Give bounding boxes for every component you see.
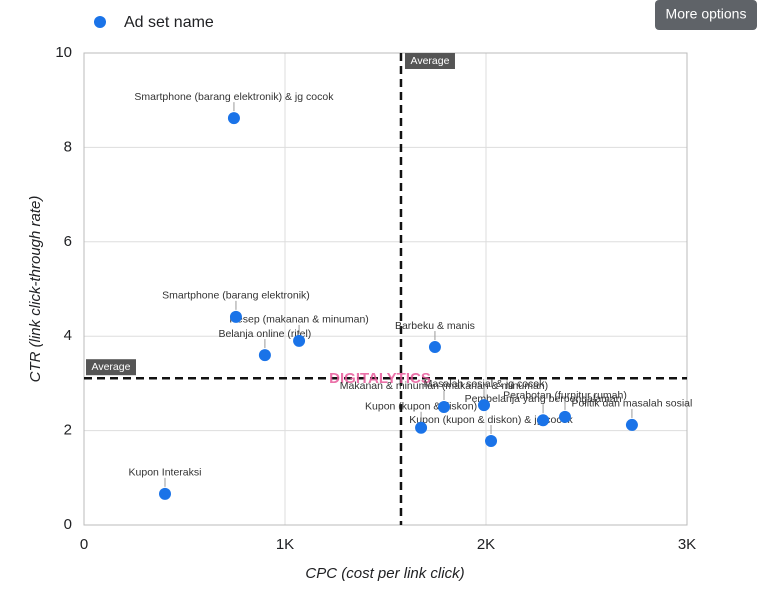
y-tick-label: 2 bbox=[64, 422, 72, 439]
data-point bbox=[258, 349, 271, 362]
data-point bbox=[537, 414, 550, 427]
y-axis-title: CTR (link click-through rate) bbox=[27, 196, 44, 383]
point-label: Smartphone (barang elektronik) & jg coco… bbox=[134, 91, 334, 103]
legend-label: Ad set name bbox=[124, 14, 214, 31]
y-tick-label: 6 bbox=[64, 233, 72, 250]
point-label: Barbeku & manis bbox=[395, 320, 475, 332]
point-label: Resep (makanan & minuman) bbox=[229, 314, 368, 326]
data-point bbox=[485, 434, 498, 447]
point-label: Kupon (kupon & diskon) & jg cocok bbox=[409, 414, 573, 426]
point-label: Makanan & minuman (makanan & minuman) bbox=[340, 380, 548, 392]
data-point bbox=[558, 410, 571, 423]
data-point bbox=[415, 421, 428, 434]
point-label: Perabotan (furnitur rumah) bbox=[503, 390, 627, 402]
average-tag bbox=[86, 359, 136, 376]
y-tick-label: 8 bbox=[64, 138, 72, 155]
point-label: Pembelanja yang berpengalaman bbox=[465, 393, 622, 405]
point-label: Politik dan masalah sosial bbox=[572, 398, 693, 410]
point-label: Belanja online (ritel) bbox=[218, 328, 311, 340]
data-point bbox=[477, 399, 490, 412]
data-point bbox=[229, 310, 242, 323]
data-point bbox=[625, 418, 638, 431]
data-point bbox=[227, 112, 240, 125]
point-label: Kupon Interaksi bbox=[129, 467, 202, 479]
x-tick-label: 2K bbox=[477, 536, 495, 553]
plot-border bbox=[83, 52, 688, 526]
average-tag bbox=[404, 53, 455, 69]
y-tick-label: 0 bbox=[64, 516, 72, 533]
x-tick-label: 1K bbox=[276, 536, 294, 553]
legend-marker bbox=[94, 16, 106, 28]
y-tick-label: 10 bbox=[55, 44, 72, 61]
point-label: Smartphone (barang elektronik) bbox=[162, 290, 310, 302]
point-label: Masalah sosial & jg cocok bbox=[424, 378, 546, 390]
data-point bbox=[293, 334, 306, 347]
more-options-button[interactable] bbox=[655, 0, 757, 30]
button-label[interactable]: More options bbox=[666, 6, 747, 22]
watermark: DIGITALYTICS bbox=[329, 370, 431, 387]
data-point bbox=[159, 487, 172, 500]
y-tick-label: 4 bbox=[64, 327, 72, 344]
average-label: Average bbox=[92, 361, 131, 373]
data-point bbox=[428, 341, 441, 354]
x-tick-label: 3K bbox=[678, 536, 696, 553]
x-tick-label: 0 bbox=[80, 536, 88, 553]
point-label: Kupon (kupon & diskon) bbox=[365, 401, 477, 413]
data-point bbox=[437, 401, 450, 413]
x-axis-title: CPC (cost per link click) bbox=[305, 565, 464, 582]
average-label: Average bbox=[411, 55, 450, 67]
